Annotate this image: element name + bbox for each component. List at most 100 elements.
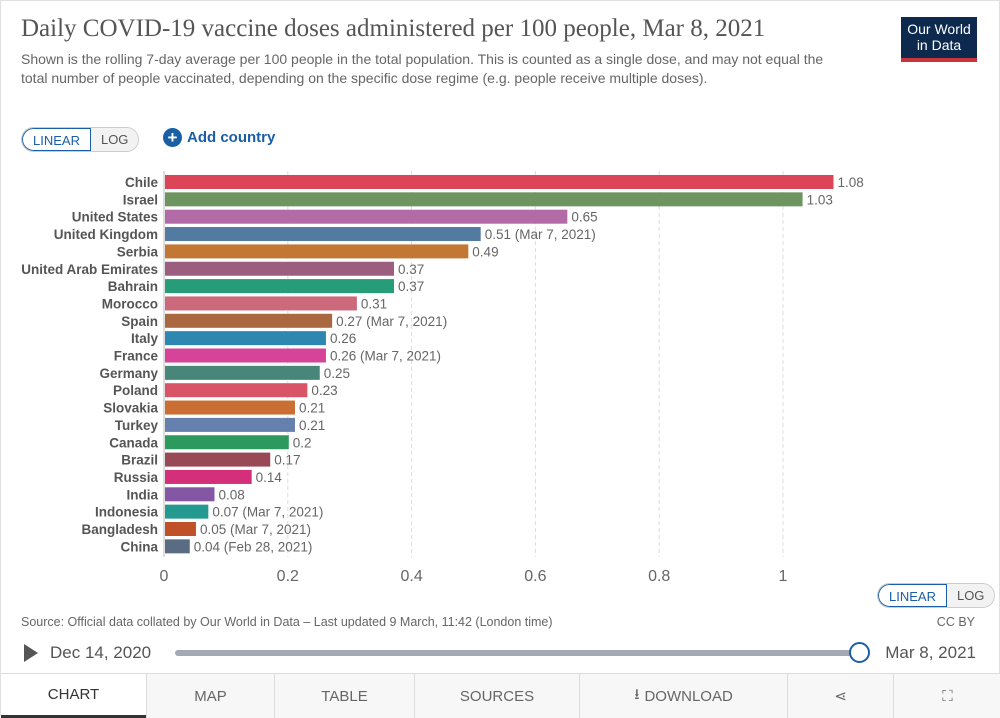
category-label: Slovakia <box>103 401 158 416</box>
category-label: Serbia <box>117 244 159 259</box>
category-label: France <box>114 349 159 364</box>
value-label: 0.26 (Mar 7, 2021) <box>330 349 441 364</box>
bar-spain <box>165 313 333 328</box>
x-tick-label: 1 <box>779 568 788 585</box>
category-label: Brazil <box>121 453 158 468</box>
bar-chart: 0 0.2 0.4 0.6 0.8 1 Chile 1.08 Israel 1.03 United … <box>21 171 864 585</box>
bar-turkey <box>165 417 295 432</box>
category-label: Bangladesh <box>81 522 158 537</box>
tab-map[interactable]: MAP <box>146 674 274 718</box>
bar-brazil <box>165 452 271 467</box>
value-label: 0.27 (Mar 7, 2021) <box>336 314 447 329</box>
bar-united-kingdom <box>165 227 481 242</box>
value-label: 0.04 (Feb 28, 2021) <box>194 539 313 554</box>
timeline: Dec 14, 2020 Mar 8, 2021 <box>21 641 981 665</box>
value-label: 0.37 <box>398 262 424 277</box>
value-label: 0.65 <box>571 210 597 225</box>
bar-indonesia <box>165 504 209 519</box>
value-label: 0.51 (Mar 7, 2021) <box>485 227 596 242</box>
value-label: 0.23 <box>311 383 337 398</box>
category-label: Germany <box>99 366 158 381</box>
tab-table[interactable]: TABLE <box>274 674 414 718</box>
timeline-end: Mar 8, 2021 <box>885 643 976 662</box>
chart-subtitle: Shown is the rolling 7-day average per 1… <box>21 51 824 86</box>
tab-bar: CHART MAP TABLE SOURCES ⭳ DOWNLOAD ⋖ ⛶ <box>1 673 1000 718</box>
linear-button[interactable]: LINEAR <box>22 128 91 151</box>
tab-sources[interactable]: SOURCES <box>414 674 579 718</box>
value-label: 0.14 <box>256 470 283 485</box>
category-label: Morocco <box>102 296 158 311</box>
x-tick-label: 0.4 <box>400 568 422 585</box>
bar-russia <box>165 469 252 484</box>
bar-chile <box>165 175 834 189</box>
scale-toggle-bottom[interactable]: LINEAR LOG <box>877 583 996 608</box>
category-label: India <box>126 487 158 502</box>
download-icon: ⭳ <box>634 685 640 703</box>
x-tick-label: 0 <box>160 568 169 585</box>
bar-germany <box>165 365 320 380</box>
play-icon[interactable] <box>24 644 38 662</box>
x-tick-label: 0.8 <box>648 568 670 585</box>
category-label: Indonesia <box>95 505 159 520</box>
linear-button[interactable]: LINEAR <box>878 584 947 607</box>
fullscreen-icon: ⛶ <box>942 687 953 705</box>
value-label: 0.08 <box>219 487 245 502</box>
category-label: Israel <box>123 192 158 207</box>
download-label: DOWNLOAD <box>644 687 733 705</box>
value-label: 1.08 <box>838 175 864 190</box>
bar-india <box>165 487 215 502</box>
category-label: Bahrain <box>108 279 158 294</box>
x-tick-label: 0.6 <box>524 568 546 585</box>
category-label: China <box>120 539 158 554</box>
bar-france <box>165 348 326 363</box>
value-label: 0.25 <box>324 366 350 381</box>
log-button[interactable]: LOG <box>90 128 139 151</box>
chart-title: Daily COVID-19 vaccine doses administere… <box>21 15 766 42</box>
bar-bangladesh <box>165 522 196 536</box>
category-label: United Arab Emirates <box>21 262 158 277</box>
bar-serbia <box>165 244 469 259</box>
timeline-slider[interactable] <box>175 650 859 656</box>
log-button[interactable]: LOG <box>946 584 995 607</box>
value-label: 0.05 (Mar 7, 2021) <box>200 522 311 537</box>
share-icon: ⋖ <box>834 688 847 705</box>
scale-toggle-top[interactable]: LINEAR LOG <box>21 127 140 152</box>
value-label: 0.21 <box>299 401 325 416</box>
value-label: 0.07 (Mar 7, 2021) <box>212 505 323 520</box>
tab-download[interactable]: ⭳ DOWNLOAD <box>579 674 787 718</box>
owid-logo[interactable]: Our World in Data <box>901 17 977 62</box>
category-label: Italy <box>131 331 159 346</box>
value-label: 0.31 <box>361 296 387 311</box>
category-label: Chile <box>125 175 158 190</box>
value-label: 0.49 <box>472 244 498 259</box>
timeline-start: Dec 14, 2020 <box>50 643 152 662</box>
add-country-label: Add country <box>187 129 276 146</box>
value-label: 0.17 <box>274 453 300 468</box>
category-label: Poland <box>113 383 158 398</box>
category-label: United States <box>72 210 158 225</box>
value-label: 0.21 <box>299 418 325 433</box>
add-country-button[interactable]: + Add country <box>163 128 275 147</box>
category-label: Russia <box>114 470 159 485</box>
bar-israel <box>165 192 803 207</box>
value-label: 0.2 <box>293 435 312 450</box>
value-label: 0.26 <box>330 331 356 346</box>
bar-italy <box>165 331 326 346</box>
license-link[interactable]: CC BY <box>936 615 975 629</box>
category-label: United Kingdom <box>54 227 158 242</box>
x-tick-label: 0.2 <box>277 568 299 585</box>
bar-china <box>165 539 190 554</box>
category-label: Canada <box>109 435 158 450</box>
bar-bahrain <box>165 279 395 294</box>
source-note: Source: Official data collated by Our Wo… <box>21 615 553 629</box>
value-label: 1.03 <box>807 192 833 207</box>
bar-slovakia <box>165 400 295 415</box>
plus-circle-icon: + <box>163 128 182 147</box>
category-label: Spain <box>121 314 158 329</box>
tab-chart[interactable]: CHART <box>1 674 146 718</box>
category-label: Turkey <box>115 418 159 433</box>
timeline-handle[interactable] <box>849 642 870 663</box>
share-button[interactable]: ⋖ <box>787 674 893 718</box>
bar-poland <box>165 383 308 398</box>
fullscreen-button[interactable]: ⛶ <box>893 674 1000 718</box>
